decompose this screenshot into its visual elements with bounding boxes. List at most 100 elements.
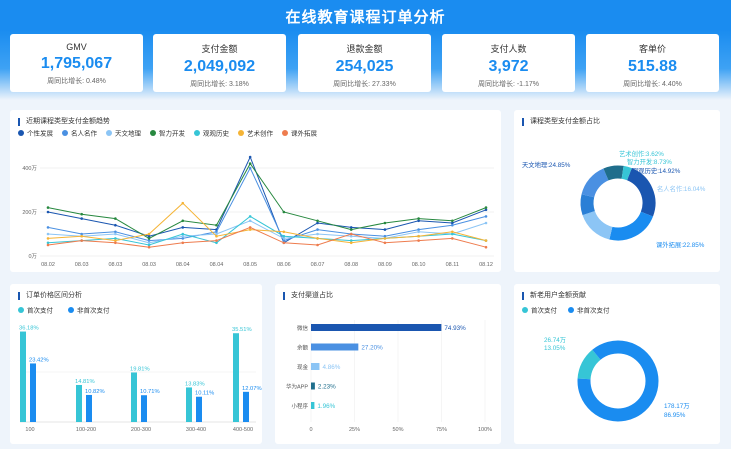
- data-point: [417, 234, 420, 238]
- data-point: [181, 219, 185, 223]
- data-point: [215, 241, 218, 245]
- data-point: [484, 245, 488, 249]
- x-tick-label: 08.04: [210, 262, 224, 268]
- price-range-panel: 订单价格区间分析 首次支付 非首次支付 100 36.18% 23.42% 100-200…: [10, 284, 262, 444]
- legend-label: 名人名作: [71, 129, 98, 138]
- data-point: [114, 239, 117, 242]
- bar-value-label: 10.71%: [140, 389, 160, 395]
- data-point: [417, 217, 420, 220]
- series-line: [47, 166, 487, 242]
- bar-value-label: 10.82%: [85, 389, 105, 395]
- data-point: [349, 228, 353, 231]
- trend-panel: 近期课程类型支付金额趋势 个性发展 名人名作 天文地理 智力开发 观观历史 艺术创作 课外拓…: [10, 110, 501, 272]
- category-label: 现金: [297, 363, 309, 371]
- donut-slice: [621, 165, 632, 181]
- kpi-growth: 周同比增长: 3.18%: [190, 81, 249, 88]
- legend-label: 首次支付: [27, 306, 54, 315]
- panel-title: 课程类型支付金额占比: [522, 118, 600, 126]
- category-label: 华为APP: [286, 383, 308, 391]
- legend-marker: [194, 130, 200, 136]
- data-point: [80, 239, 83, 242]
- bar-value-label: 13.83%: [185, 381, 205, 387]
- data-point: [451, 230, 454, 234]
- data-point: [349, 232, 353, 236]
- bar: [76, 384, 82, 422]
- data-point: [147, 237, 151, 240]
- data-point: [46, 232, 50, 236]
- x-tick-label: 08.03: [142, 262, 156, 268]
- data-point: [46, 243, 50, 247]
- legend-label: 非首次支付: [77, 306, 110, 315]
- category-label: 微信: [297, 324, 309, 332]
- kpi-label: 退款金额: [346, 44, 383, 54]
- data-point: [248, 215, 252, 218]
- slice-label: 名人名作:16.04%: [657, 184, 706, 193]
- data-point: [248, 166, 252, 170]
- bar-value-label: 35.51%: [232, 327, 252, 333]
- kpi-value: 515.88: [628, 58, 677, 75]
- slice-percent-label: 86.95%: [664, 412, 686, 419]
- slice-label: 智力开发:8.73%: [627, 157, 672, 166]
- x-tick-label: 75%: [436, 427, 447, 433]
- slice-amount-label: 26.74万: [544, 336, 566, 344]
- legend-label: 观观历史: [203, 129, 230, 138]
- x-tick-label: 100-200: [76, 427, 96, 433]
- legend-marker: [68, 307, 74, 313]
- x-tick-label: 08.07: [311, 262, 325, 268]
- data-point: [316, 232, 319, 236]
- x-tick-label: 300-400: [186, 427, 206, 433]
- x-tick-label: 08.09: [378, 262, 392, 268]
- data-point: [383, 221, 387, 225]
- data-point: [248, 162, 252, 165]
- data-point: [451, 221, 454, 225]
- x-tick-label: 08.03: [75, 262, 89, 268]
- data-point: [383, 237, 387, 240]
- data-point: [147, 234, 151, 238]
- y-tick-label: 0万: [28, 253, 37, 260]
- data-point: [316, 243, 319, 247]
- kpi-label: 支付人数: [490, 44, 527, 54]
- x-tick-label: 08.02: [41, 262, 55, 268]
- kpi-card-gmv: GMV 1,795,067 周同比增长: 0.48%: [10, 34, 143, 92]
- slice-amount-label: 178.17万: [664, 402, 690, 410]
- series-line: [47, 202, 487, 244]
- data-point: [451, 232, 454, 236]
- bar-value-label: 19.81%: [130, 366, 150, 372]
- dashboard-header: 在线教育课程订单分析: [0, 0, 731, 30]
- data-point: [215, 230, 218, 234]
- data-point: [451, 223, 454, 227]
- data-point: [181, 226, 185, 229]
- donut-slice: [580, 194, 595, 216]
- data-point: [215, 232, 218, 236]
- data-point: [451, 237, 454, 240]
- data-point: [181, 241, 185, 245]
- kpi-card-payers: 支付人数 3,972 周同比增长: -1.17%: [442, 34, 575, 92]
- data-point: [80, 234, 83, 238]
- legend-marker: [18, 130, 24, 136]
- bar-value-label: 1.96%: [317, 403, 335, 410]
- donut-slice: [577, 349, 601, 380]
- bar: [311, 363, 320, 370]
- panel-title: 新老用户金额贡献: [522, 292, 586, 300]
- legend-label: 课外拓展: [291, 129, 318, 138]
- kpi-label: GMV: [66, 42, 87, 52]
- panel-title: 近期课程类型支付金额趋势: [18, 118, 110, 126]
- legend-label: 非首次支付: [577, 306, 610, 315]
- data-point: [282, 230, 286, 234]
- data-point: [114, 223, 117, 227]
- legend-marker: [62, 130, 68, 136]
- new-old-user-panel: 新老用户金额贡献 首次支付 非首次支付 26.74万 13.05% 178.17万 86.…: [514, 284, 720, 444]
- data-point: [114, 241, 117, 245]
- kpi-label: 客单价: [638, 44, 666, 54]
- bar: [186, 387, 192, 422]
- legend-label: 天文地理: [115, 129, 142, 138]
- data-point: [248, 228, 252, 231]
- pay-channel-panel: 支付渠道占比 0 25% 50% 75% 100% 微信 74.93% 余额 27.20% 现金 4…: [275, 284, 501, 444]
- data-point: [316, 237, 319, 240]
- data-point: [114, 232, 117, 236]
- bar-value-label: 23.42%: [29, 357, 49, 363]
- category-share-panel: 课程类型支付金额占比 艺术创作:3.62% 智力开发:8.73% 观观历史:14.9…: [514, 110, 720, 272]
- data-point: [46, 226, 50, 229]
- data-point: [383, 228, 387, 231]
